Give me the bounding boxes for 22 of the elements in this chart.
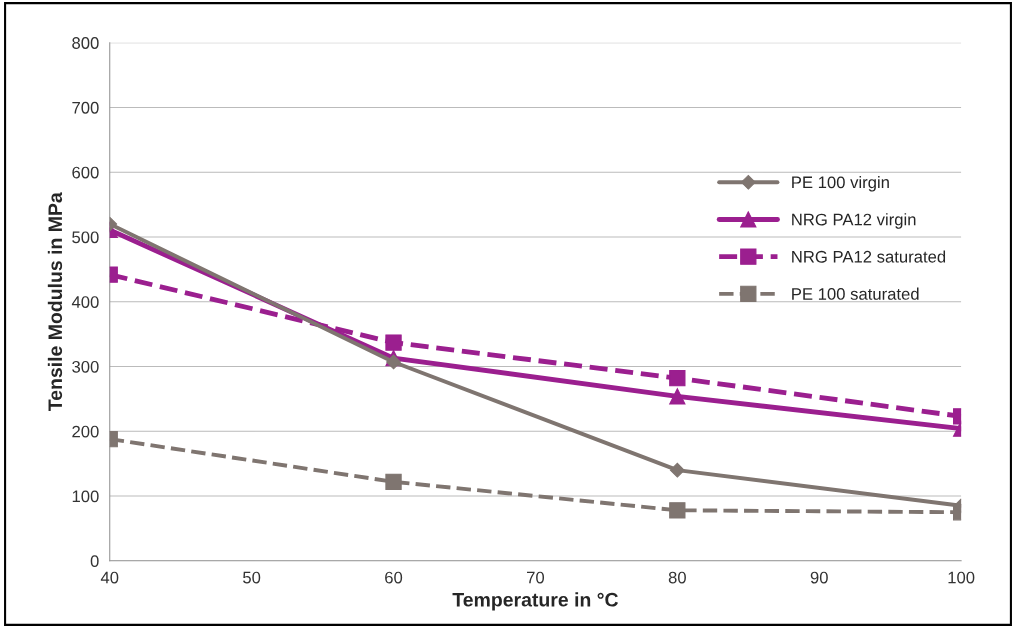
legend-label: PE 100 saturated [792, 287, 919, 300]
x-tick-label: 70 [527, 571, 545, 584]
y-tick-label: 500 [72, 231, 99, 244]
y-tick-label: 0 [90, 555, 99, 568]
y-tick-label: 200 [72, 425, 99, 438]
x-tick-label: 40 [100, 571, 119, 584]
y-tick-label: 100 [72, 490, 99, 503]
x-tick-label: 60 [385, 571, 403, 584]
y-tick-label: 600 [72, 166, 99, 179]
legend-label: NRG PA12 virgin [792, 213, 916, 229]
y-tick-label: 300 [72, 360, 99, 373]
y-tick-label: 700 [72, 101, 99, 114]
x-axis-title: Temperature in °C [452, 592, 619, 611]
legend-label: PE 100 virgin [792, 176, 889, 192]
y-tick-label: 800 [72, 37, 99, 49]
legend-label: NRG PA12 saturated [792, 250, 946, 263]
y-tick-label: 400 [71, 296, 99, 308]
x-tick-label: 100 [948, 571, 975, 584]
y-axis-title: Tensile Modulus in MPa [47, 192, 63, 412]
x-tick-label: 90 [810, 571, 828, 584]
x-tick-label: 50 [243, 571, 261, 584]
x-tick-label: 80 [668, 571, 686, 584]
